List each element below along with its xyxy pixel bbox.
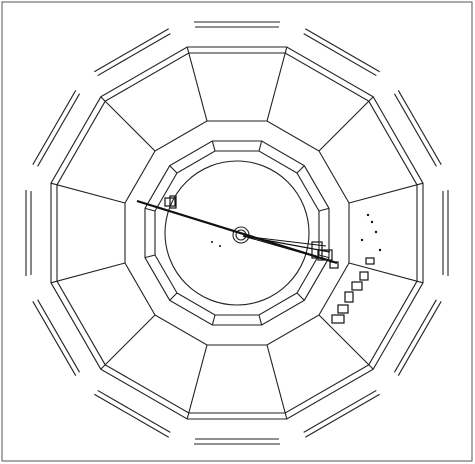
muon-chamber — [37, 299, 81, 373]
inner-ring-inner — [154, 150, 320, 316]
hit — [374, 230, 378, 234]
calorimeter-spoke — [50, 182, 126, 204]
calorimeter-spoke — [348, 262, 424, 284]
muon-chamber — [305, 393, 380, 438]
ring-spoke — [258, 314, 263, 326]
hit — [378, 248, 382, 252]
energy-deposit — [365, 257, 375, 265]
muon-chamber — [32, 90, 77, 165]
energy-deposit — [169, 195, 177, 209]
track — [136, 199, 338, 265]
muon-chamber — [303, 389, 377, 433]
muon-chamber — [97, 389, 171, 433]
calorimeter-spoke — [318, 314, 374, 370]
hit — [219, 245, 221, 247]
calorimeter-spoke — [100, 96, 156, 152]
calorimeter-spoke — [186, 344, 208, 420]
muon-chamber — [397, 301, 442, 376]
ring-spoke — [169, 292, 178, 301]
energy-deposit — [359, 271, 369, 281]
ring-spoke — [169, 165, 178, 174]
calorimeter-outer — [50, 46, 424, 420]
ring-spoke — [296, 292, 305, 301]
ring-spoke — [318, 207, 330, 212]
muon-chamber — [393, 93, 437, 167]
energy-deposit — [331, 314, 345, 324]
ring-spoke — [258, 140, 263, 152]
hit — [360, 238, 364, 242]
muon-chamber — [97, 33, 171, 77]
calorimeter-spoke — [318, 96, 374, 152]
ring-spoke — [144, 207, 156, 212]
ring-spoke — [318, 254, 330, 259]
calorimeter-inner — [124, 120, 350, 346]
muon-chamber — [305, 28, 380, 73]
muon-chamber — [94, 28, 169, 73]
calorimeter-spoke — [266, 46, 288, 122]
muon-chamber — [94, 393, 169, 438]
tracker-boundary — [164, 160, 310, 306]
ring-spoke — [211, 314, 216, 326]
calorimeter-outer-inner — [56, 52, 418, 414]
muon-chamber — [303, 33, 377, 77]
energy-deposit — [351, 281, 363, 291]
hit — [370, 220, 374, 224]
muon-chamber — [397, 90, 442, 165]
calorimeter-spoke — [100, 314, 156, 370]
ring-spoke — [296, 165, 305, 174]
hit — [366, 213, 370, 217]
energy-deposit — [337, 304, 349, 314]
calorimeter-spoke — [266, 344, 288, 420]
calorimeter-spoke — [186, 46, 208, 122]
track — [242, 235, 327, 247]
muon-chamber — [32, 301, 77, 376]
ring-spoke — [144, 254, 156, 259]
track — [242, 235, 321, 259]
calorimeter-spoke — [50, 262, 126, 284]
muon-chamber — [393, 299, 437, 373]
ring-spoke — [211, 140, 216, 152]
muon-chamber — [37, 93, 81, 167]
track — [242, 235, 331, 253]
hit — [211, 241, 213, 243]
calorimeter-spoke — [348, 182, 424, 204]
energy-deposit — [344, 291, 354, 303]
inner-ring-outer — [144, 140, 330, 326]
